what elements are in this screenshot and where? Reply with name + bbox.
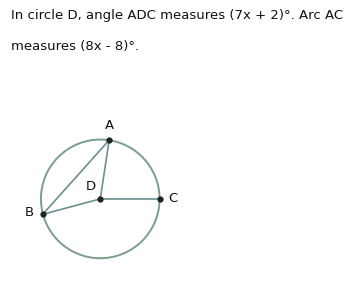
Text: measures (8x - 8)°.: measures (8x - 8)°.	[11, 40, 139, 53]
Text: C: C	[168, 192, 177, 205]
Text: A: A	[105, 119, 114, 132]
Text: In circle D, angle ADC measures (7x + 2)°. Arc AC: In circle D, angle ADC measures (7x + 2)…	[11, 9, 343, 22]
Text: D: D	[86, 180, 96, 193]
Text: B: B	[25, 206, 34, 219]
